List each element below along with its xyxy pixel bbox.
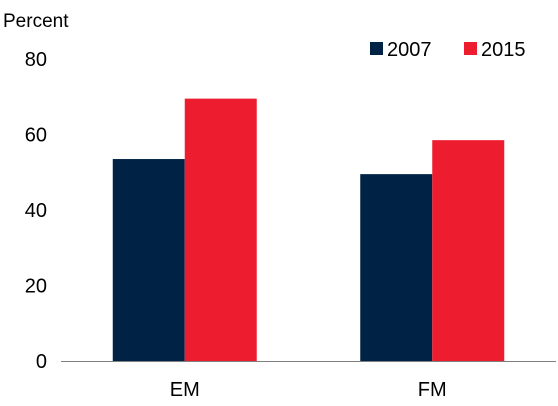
y-tick-label: 0 (36, 351, 47, 373)
legend-swatch-2007 (370, 42, 383, 55)
x-tick-label: EM (170, 379, 200, 401)
y-tick-label: 20 (25, 276, 47, 298)
bars (112, 98, 505, 361)
y-tick-label: 40 (25, 200, 47, 222)
y-tick-label: 80 (25, 49, 47, 71)
bar-em-2007 (112, 159, 185, 361)
y-axis-label: Percent (3, 11, 69, 32)
legend-swatch-2015 (464, 42, 477, 55)
legend: 2007 2015 (370, 39, 526, 61)
bar-fm-2007 (360, 174, 433, 361)
y-tick-labels: 0 20 40 60 80 (25, 49, 47, 373)
x-tick-label: FM (418, 379, 447, 401)
legend-label: 2007 (387, 39, 432, 61)
y-tick-label: 60 (25, 125, 47, 147)
x-tick-labels: EM FM (170, 379, 447, 401)
legend-label: 2015 (481, 39, 526, 61)
bar-em-2015 (184, 98, 257, 361)
bar-fm-2015 (432, 140, 505, 361)
